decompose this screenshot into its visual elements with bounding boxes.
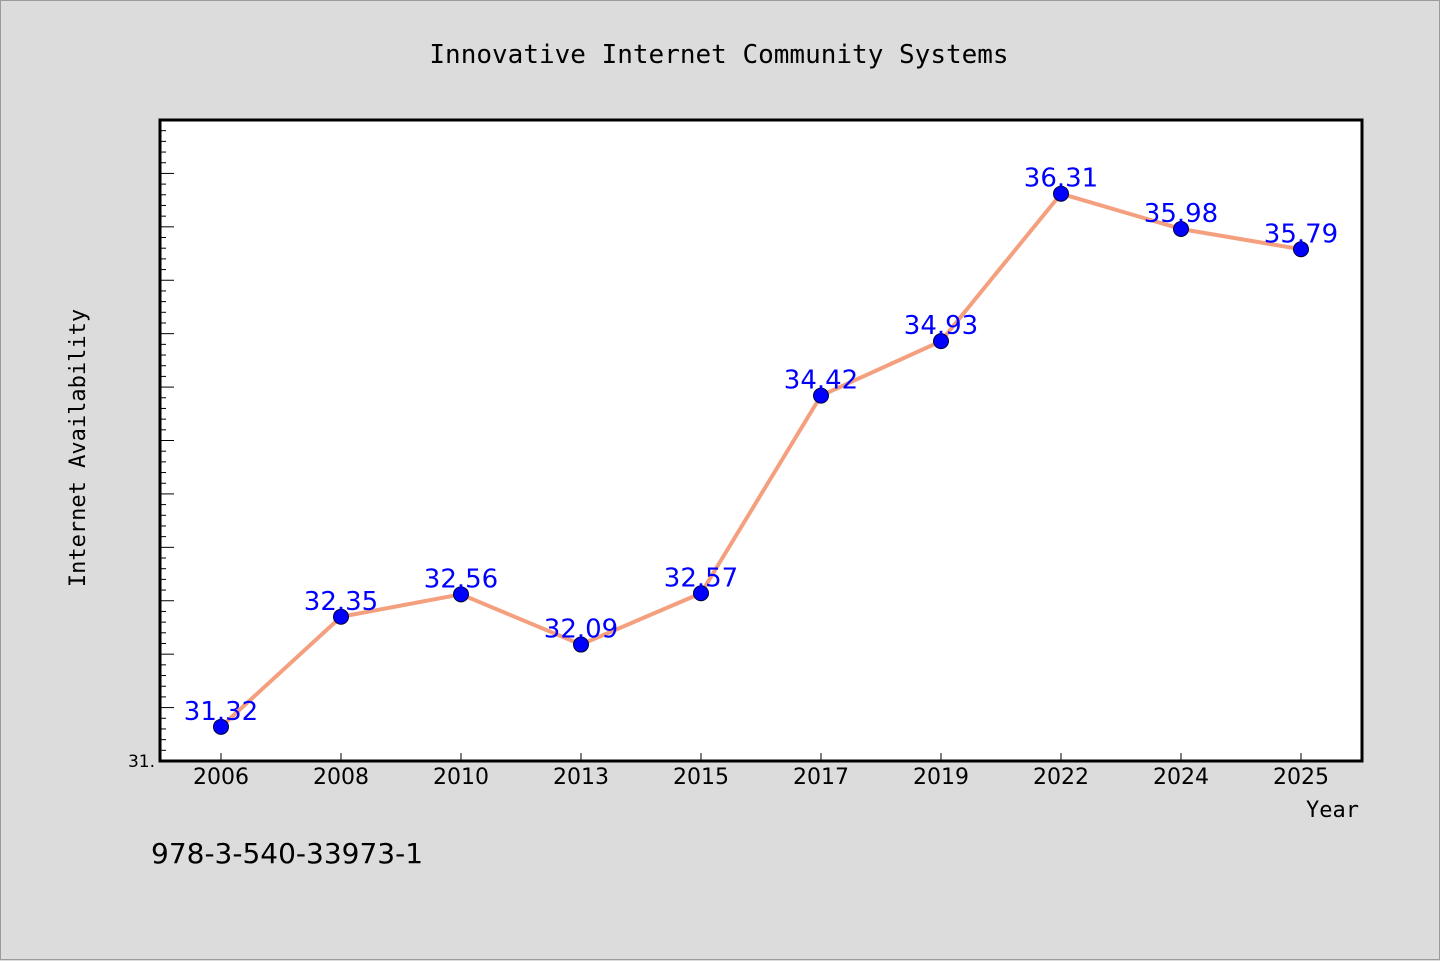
data-label: 32.35: [304, 587, 378, 617]
x-tick-label: 2013: [553, 765, 609, 790]
data-label: 34.93: [904, 311, 978, 341]
x-tick-label: 2006: [193, 765, 249, 790]
plot-area: [158, 118, 1364, 763]
data-point: [933, 333, 949, 350]
x-tick-label: 2008: [313, 765, 369, 790]
data-labels: 31.32 32.35 32.56 32.09 32.57 34.42 34.93 36.31…: [184, 164, 1338, 727]
x-tick-label: 2019: [913, 765, 969, 790]
y-axis-ticks: [160, 130, 174, 751]
x-tick-label: 2010: [433, 765, 489, 790]
data-point: [333, 608, 349, 625]
data-point: [813, 387, 829, 404]
x-tick-label: 2025: [1273, 765, 1329, 790]
data-point: [213, 718, 229, 735]
data-label: 35.79: [1264, 219, 1338, 249]
chart-title: Innovative Internet Community Systems: [429, 40, 1008, 70]
footer-text: 978-3-540-33973-1: [151, 837, 423, 870]
y-tick-label: 31.: [128, 752, 155, 772]
data-label: 32.57: [664, 563, 738, 593]
data-markers: [213, 185, 1309, 735]
data-label: 35.98: [1144, 199, 1218, 229]
data-point: [453, 586, 469, 603]
data-label: 32.09: [544, 615, 618, 645]
data-point: [693, 585, 709, 602]
data-point: [1053, 185, 1069, 202]
y-axis-label: Internet Availability: [66, 309, 91, 587]
data-label: 36.31: [1024, 164, 1098, 194]
x-axis-ticks: [220, 753, 1302, 761]
x-tick-label: 2015: [673, 765, 729, 790]
data-point: [573, 636, 589, 653]
data-point: [1293, 241, 1309, 258]
series-line: [219, 191, 1302, 729]
data-label: 34.42: [784, 366, 858, 396]
data-label: 32.56: [424, 564, 498, 594]
x-axis-tick-labels: 2006 2008 2010 2013 2015 2017 2019 2022 2024 2025: [193, 765, 1329, 790]
x-tick-label: 2017: [793, 765, 849, 790]
data-label: 31.32: [184, 697, 258, 727]
data-point: [1173, 220, 1189, 237]
x-axis-label: Year: [1306, 798, 1359, 823]
x-tick-label: 2024: [1153, 765, 1209, 790]
x-tick-label: 2022: [1033, 765, 1089, 790]
